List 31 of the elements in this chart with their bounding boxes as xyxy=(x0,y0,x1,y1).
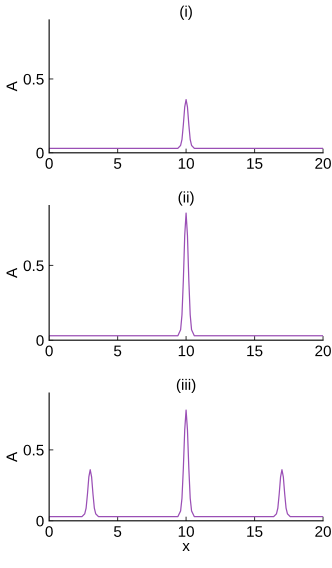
x-tick-label: 5 xyxy=(114,158,122,169)
chart-title: (i) xyxy=(180,6,192,20)
x-axis-title: x xyxy=(182,542,190,552)
y-tick-label: 0.5 xyxy=(24,74,44,85)
y-axis-title: A xyxy=(6,268,18,278)
x-tick-label: 15 xyxy=(247,526,262,537)
y-tick-label: 0.5 xyxy=(24,260,44,272)
chart-title: (iii) xyxy=(176,378,196,394)
y-tick-label: 0.5 xyxy=(24,444,44,456)
line-series xyxy=(49,409,324,518)
line-series xyxy=(49,212,324,336)
y-axis-title: A xyxy=(6,452,18,462)
y-tick-label: 0 xyxy=(36,335,44,346)
x-tick-label: 10 xyxy=(178,345,194,356)
x-tick-label: 0 xyxy=(45,345,53,356)
line-series xyxy=(49,99,324,149)
x-tick-label: 0 xyxy=(45,158,53,169)
y-axis-title: A xyxy=(6,81,18,92)
y-tick-label: 0 xyxy=(36,516,44,527)
x-tick-label: 5 xyxy=(114,346,122,356)
x-tick-label: 5 xyxy=(114,526,122,537)
x-tick-label: 15 xyxy=(247,346,262,356)
x-tick-label: 20 xyxy=(315,526,331,537)
y-tick-label: 0 xyxy=(36,148,44,158)
x-tick-label: 20 xyxy=(315,345,331,356)
x-tick-label: 10 xyxy=(178,158,194,169)
x-tick-label: 20 xyxy=(315,158,331,169)
x-tick-label: 10 xyxy=(178,526,194,537)
chart-title: (ii) xyxy=(178,191,194,206)
x-tick-label: 0 xyxy=(45,526,53,537)
x-tick-label: 15 xyxy=(247,158,262,169)
